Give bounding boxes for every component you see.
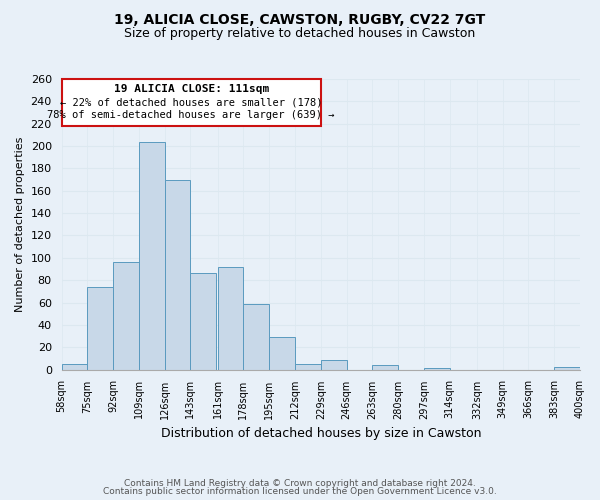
Bar bbox=[164, 180, 190, 370]
Bar bbox=[244, 304, 269, 370]
Bar bbox=[139, 142, 164, 370]
Bar bbox=[269, 337, 295, 370]
Text: Size of property relative to detached houses in Cawston: Size of property relative to detached ho… bbox=[124, 28, 476, 40]
FancyBboxPatch shape bbox=[62, 79, 321, 126]
Bar bbox=[190, 274, 216, 370]
Bar bbox=[87, 287, 113, 370]
X-axis label: Distribution of detached houses by size in Cawston: Distribution of detached houses by size … bbox=[161, 427, 481, 440]
Bar bbox=[321, 360, 347, 370]
Y-axis label: Number of detached properties: Number of detached properties bbox=[15, 136, 25, 312]
Text: 19 ALICIA CLOSE: 111sqm: 19 ALICIA CLOSE: 111sqm bbox=[113, 84, 269, 94]
Bar bbox=[295, 364, 321, 370]
Bar bbox=[424, 368, 449, 370]
Bar bbox=[218, 267, 244, 370]
Text: 78% of semi-detached houses are larger (639) →: 78% of semi-detached houses are larger (… bbox=[47, 110, 335, 120]
Bar bbox=[373, 365, 398, 370]
Text: Contains HM Land Registry data © Crown copyright and database right 2024.: Contains HM Land Registry data © Crown c… bbox=[124, 478, 476, 488]
Bar bbox=[554, 368, 580, 370]
Text: Contains public sector information licensed under the Open Government Licence v3: Contains public sector information licen… bbox=[103, 487, 497, 496]
Text: 19, ALICIA CLOSE, CAWSTON, RUGBY, CV22 7GT: 19, ALICIA CLOSE, CAWSTON, RUGBY, CV22 7… bbox=[115, 12, 485, 26]
Text: ← 22% of detached houses are smaller (178): ← 22% of detached houses are smaller (17… bbox=[60, 98, 322, 108]
Bar bbox=[113, 262, 139, 370]
Bar bbox=[62, 364, 87, 370]
